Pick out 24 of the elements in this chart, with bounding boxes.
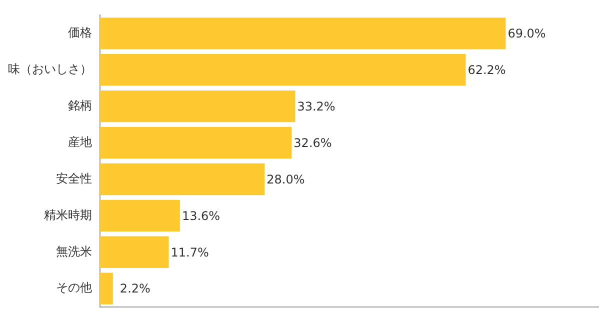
bar xyxy=(100,90,296,122)
y-tick-label: 銘柄 xyxy=(68,98,92,112)
data-label: 69.0% xyxy=(508,26,546,41)
bar xyxy=(100,200,180,232)
data-label: 32.6% xyxy=(294,136,332,150)
data-label: 11.7% xyxy=(170,245,209,260)
data-label: 2.2% xyxy=(120,282,150,296)
y-tick-label: その他 xyxy=(56,280,92,295)
y-tick-label: 価格 xyxy=(68,26,92,40)
bar xyxy=(100,54,466,86)
y-tick-label: 精米時期 xyxy=(44,208,92,222)
y-tick-label: 味（おいしさ） xyxy=(8,62,92,76)
bar xyxy=(100,236,169,268)
y-tick-label: 産地 xyxy=(68,134,92,149)
data-label: 28.0% xyxy=(266,172,305,186)
y-tick-label: 無洗米 xyxy=(56,244,92,258)
bar xyxy=(100,163,265,196)
bar xyxy=(100,126,292,159)
data-label: 33.2% xyxy=(297,99,336,114)
bar xyxy=(100,18,506,50)
bar xyxy=(100,272,113,304)
data-label: 13.6% xyxy=(182,208,220,223)
y-tick-label: 安全性 xyxy=(56,171,92,186)
data-label: 62.2% xyxy=(468,63,506,77)
